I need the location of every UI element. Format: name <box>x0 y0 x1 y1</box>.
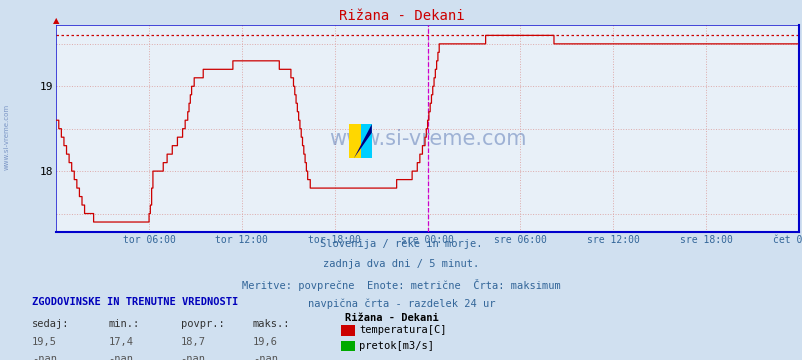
Text: -nan: -nan <box>32 354 57 360</box>
Text: maks.:: maks.: <box>253 319 290 329</box>
Text: ▲: ▲ <box>53 16 59 25</box>
Text: 19,5: 19,5 <box>32 337 57 347</box>
Text: -nan: -nan <box>180 354 205 360</box>
Text: sedaj:: sedaj: <box>32 319 70 329</box>
Text: pretok[m3/s]: pretok[m3/s] <box>358 341 433 351</box>
Text: -nan: -nan <box>253 354 277 360</box>
Text: www.si-vreme.com: www.si-vreme.com <box>3 104 10 170</box>
Text: navpična črta - razdelek 24 ur: navpična črta - razdelek 24 ur <box>307 299 495 309</box>
Text: 19,6: 19,6 <box>253 337 277 347</box>
Text: Slovenija / reke in morje.: Slovenija / reke in morje. <box>320 239 482 249</box>
Text: min.:: min.: <box>108 319 140 329</box>
Text: 17,4: 17,4 <box>108 337 133 347</box>
Text: -nan: -nan <box>108 354 133 360</box>
Text: temperatura[C]: temperatura[C] <box>358 325 446 335</box>
Text: zadnja dva dni / 5 minut.: zadnja dva dni / 5 minut. <box>323 259 479 269</box>
Text: povpr.:: povpr.: <box>180 319 224 329</box>
Text: www.si-vreme.com: www.si-vreme.com <box>329 129 525 149</box>
Bar <box>360 124 371 158</box>
Text: Rižana - Dekani: Rižana - Dekani <box>338 9 464 23</box>
Bar <box>349 124 360 158</box>
Text: ZGODOVINSKE IN TRENUTNE VREDNOSTI: ZGODOVINSKE IN TRENUTNE VREDNOSTI <box>32 297 238 307</box>
Text: Meritve: povprečne  Enote: metrične  Črta: maksimum: Meritve: povprečne Enote: metrične Črta:… <box>242 279 560 291</box>
Text: 18,7: 18,7 <box>180 337 205 347</box>
Text: Rižana - Dekani: Rižana - Dekani <box>345 313 439 323</box>
Polygon shape <box>354 124 371 158</box>
